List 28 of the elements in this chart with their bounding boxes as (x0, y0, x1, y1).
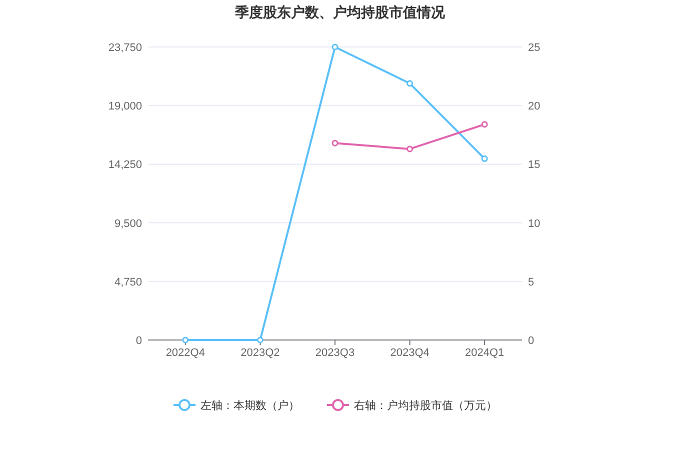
y-tick-label: 4,750 (114, 276, 142, 288)
y-tick-label: 23,750 (108, 42, 142, 54)
y2-tick-label: 20 (528, 100, 540, 113)
x-tick-label: 2023Q4 (390, 347, 430, 359)
point (406, 146, 414, 152)
point (406, 80, 414, 87)
y-tick-label: 9,500 (114, 218, 142, 230)
y-tick-label: 14,250 (108, 159, 142, 172)
point (332, 140, 338, 146)
legend-label: 右轴：户均持股市值（万元） (354, 399, 497, 412)
y2-tick-label: 5 (528, 276, 534, 288)
y-tick-label: 19,000 (108, 100, 142, 113)
point (332, 44, 338, 50)
x-tick-label: 2024Q1 (465, 347, 504, 359)
point (182, 336, 189, 344)
x-tick-label: 2023Q3 (315, 347, 355, 359)
point (481, 155, 488, 162)
chart-title: 季度股东户数、户均持股市值情况 (234, 4, 446, 20)
y-tick-label: 0 (136, 335, 142, 347)
x-tick-label: 2023Q2 (240, 347, 280, 359)
x-tick-label: 2022Q4 (166, 347, 205, 359)
y2-tick-label: 15 (528, 159, 540, 172)
y2-tick-label: 10 (528, 218, 540, 230)
legend-label: 左轴：本期数（户） (200, 399, 300, 412)
point (256, 336, 264, 344)
y2-tick-label: 25 (528, 42, 540, 54)
y2-tick-label: 0 (528, 335, 534, 347)
point (481, 121, 488, 128)
